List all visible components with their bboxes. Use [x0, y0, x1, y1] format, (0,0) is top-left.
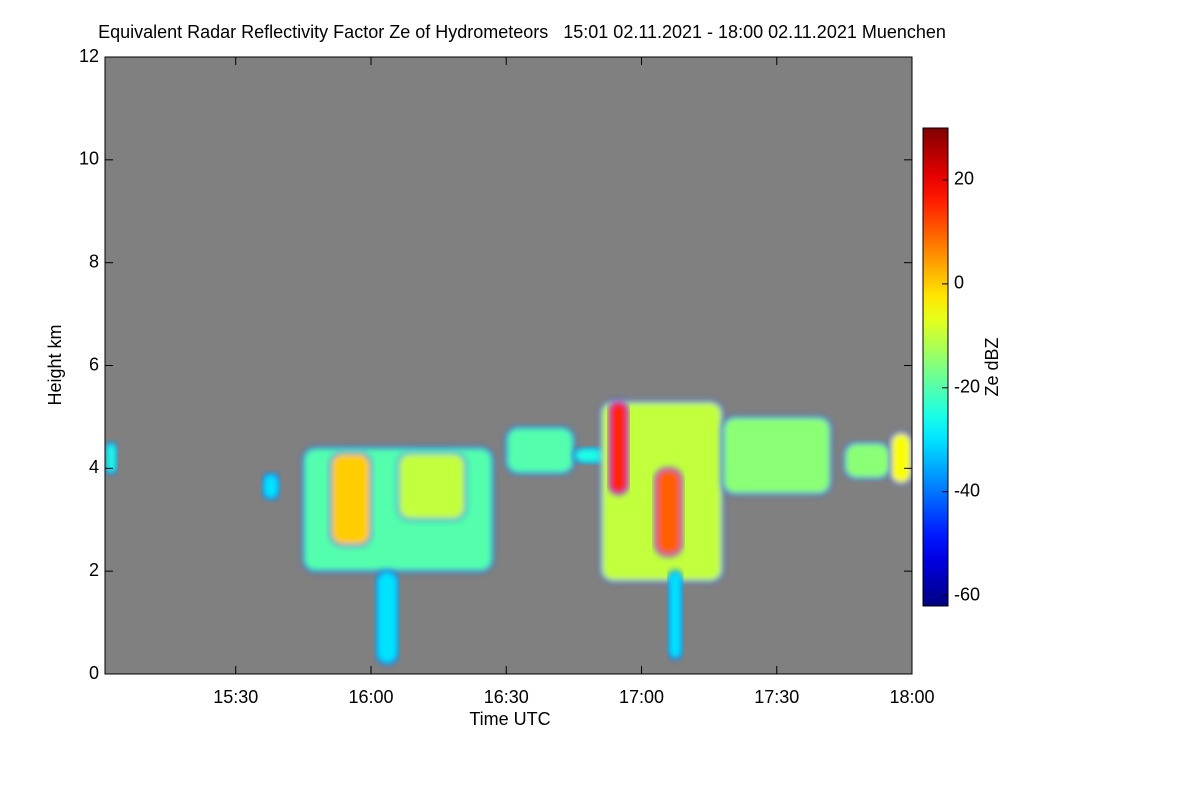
y-tick-label: 8	[89, 251, 99, 271]
echo	[667, 570, 684, 660]
echo	[889, 431, 912, 485]
y-tick-label: 2	[89, 560, 99, 580]
y-tick-label: 4	[89, 457, 99, 477]
y-tick-label: 6	[89, 354, 99, 374]
echo	[654, 467, 684, 557]
colorbar-tick-label: 20	[954, 169, 974, 189]
x-tick-label: 16:30	[484, 687, 529, 707]
echo	[505, 426, 575, 475]
x-tick-label: 16:00	[348, 687, 393, 707]
x-tick-label: 17:30	[754, 687, 799, 707]
y-tick-label: 12	[79, 46, 99, 66]
echo	[721, 415, 832, 496]
echo	[608, 400, 629, 496]
colorbar-tick-label: 0	[954, 273, 964, 293]
y-axis-label: Height km	[45, 324, 65, 405]
echo	[329, 451, 372, 547]
y-tick-label: 0	[89, 663, 99, 683]
echo	[261, 472, 281, 501]
plot-background	[105, 57, 912, 674]
echo	[843, 441, 892, 480]
echo	[105, 441, 118, 475]
colorbar-tick-label: -20	[954, 377, 980, 397]
x-tick-label: 17:00	[619, 687, 664, 707]
colorbar-tick-label: -40	[954, 480, 980, 500]
echo-layer	[105, 400, 912, 665]
x-axis-label: Time UTC	[469, 709, 550, 729]
x-tick-label: 18:00	[889, 687, 934, 707]
colorbar	[922, 127, 949, 607]
echo	[397, 451, 467, 521]
echo	[375, 570, 400, 665]
chart-title: Equivalent Radar Reflectivity Factor Ze …	[98, 22, 946, 42]
colorbar-tick-label: -60	[954, 584, 980, 604]
x-tick-label: 15:30	[213, 687, 258, 707]
colorbar-label: Ze dBZ	[982, 337, 1002, 396]
y-tick-label: 10	[79, 149, 99, 169]
